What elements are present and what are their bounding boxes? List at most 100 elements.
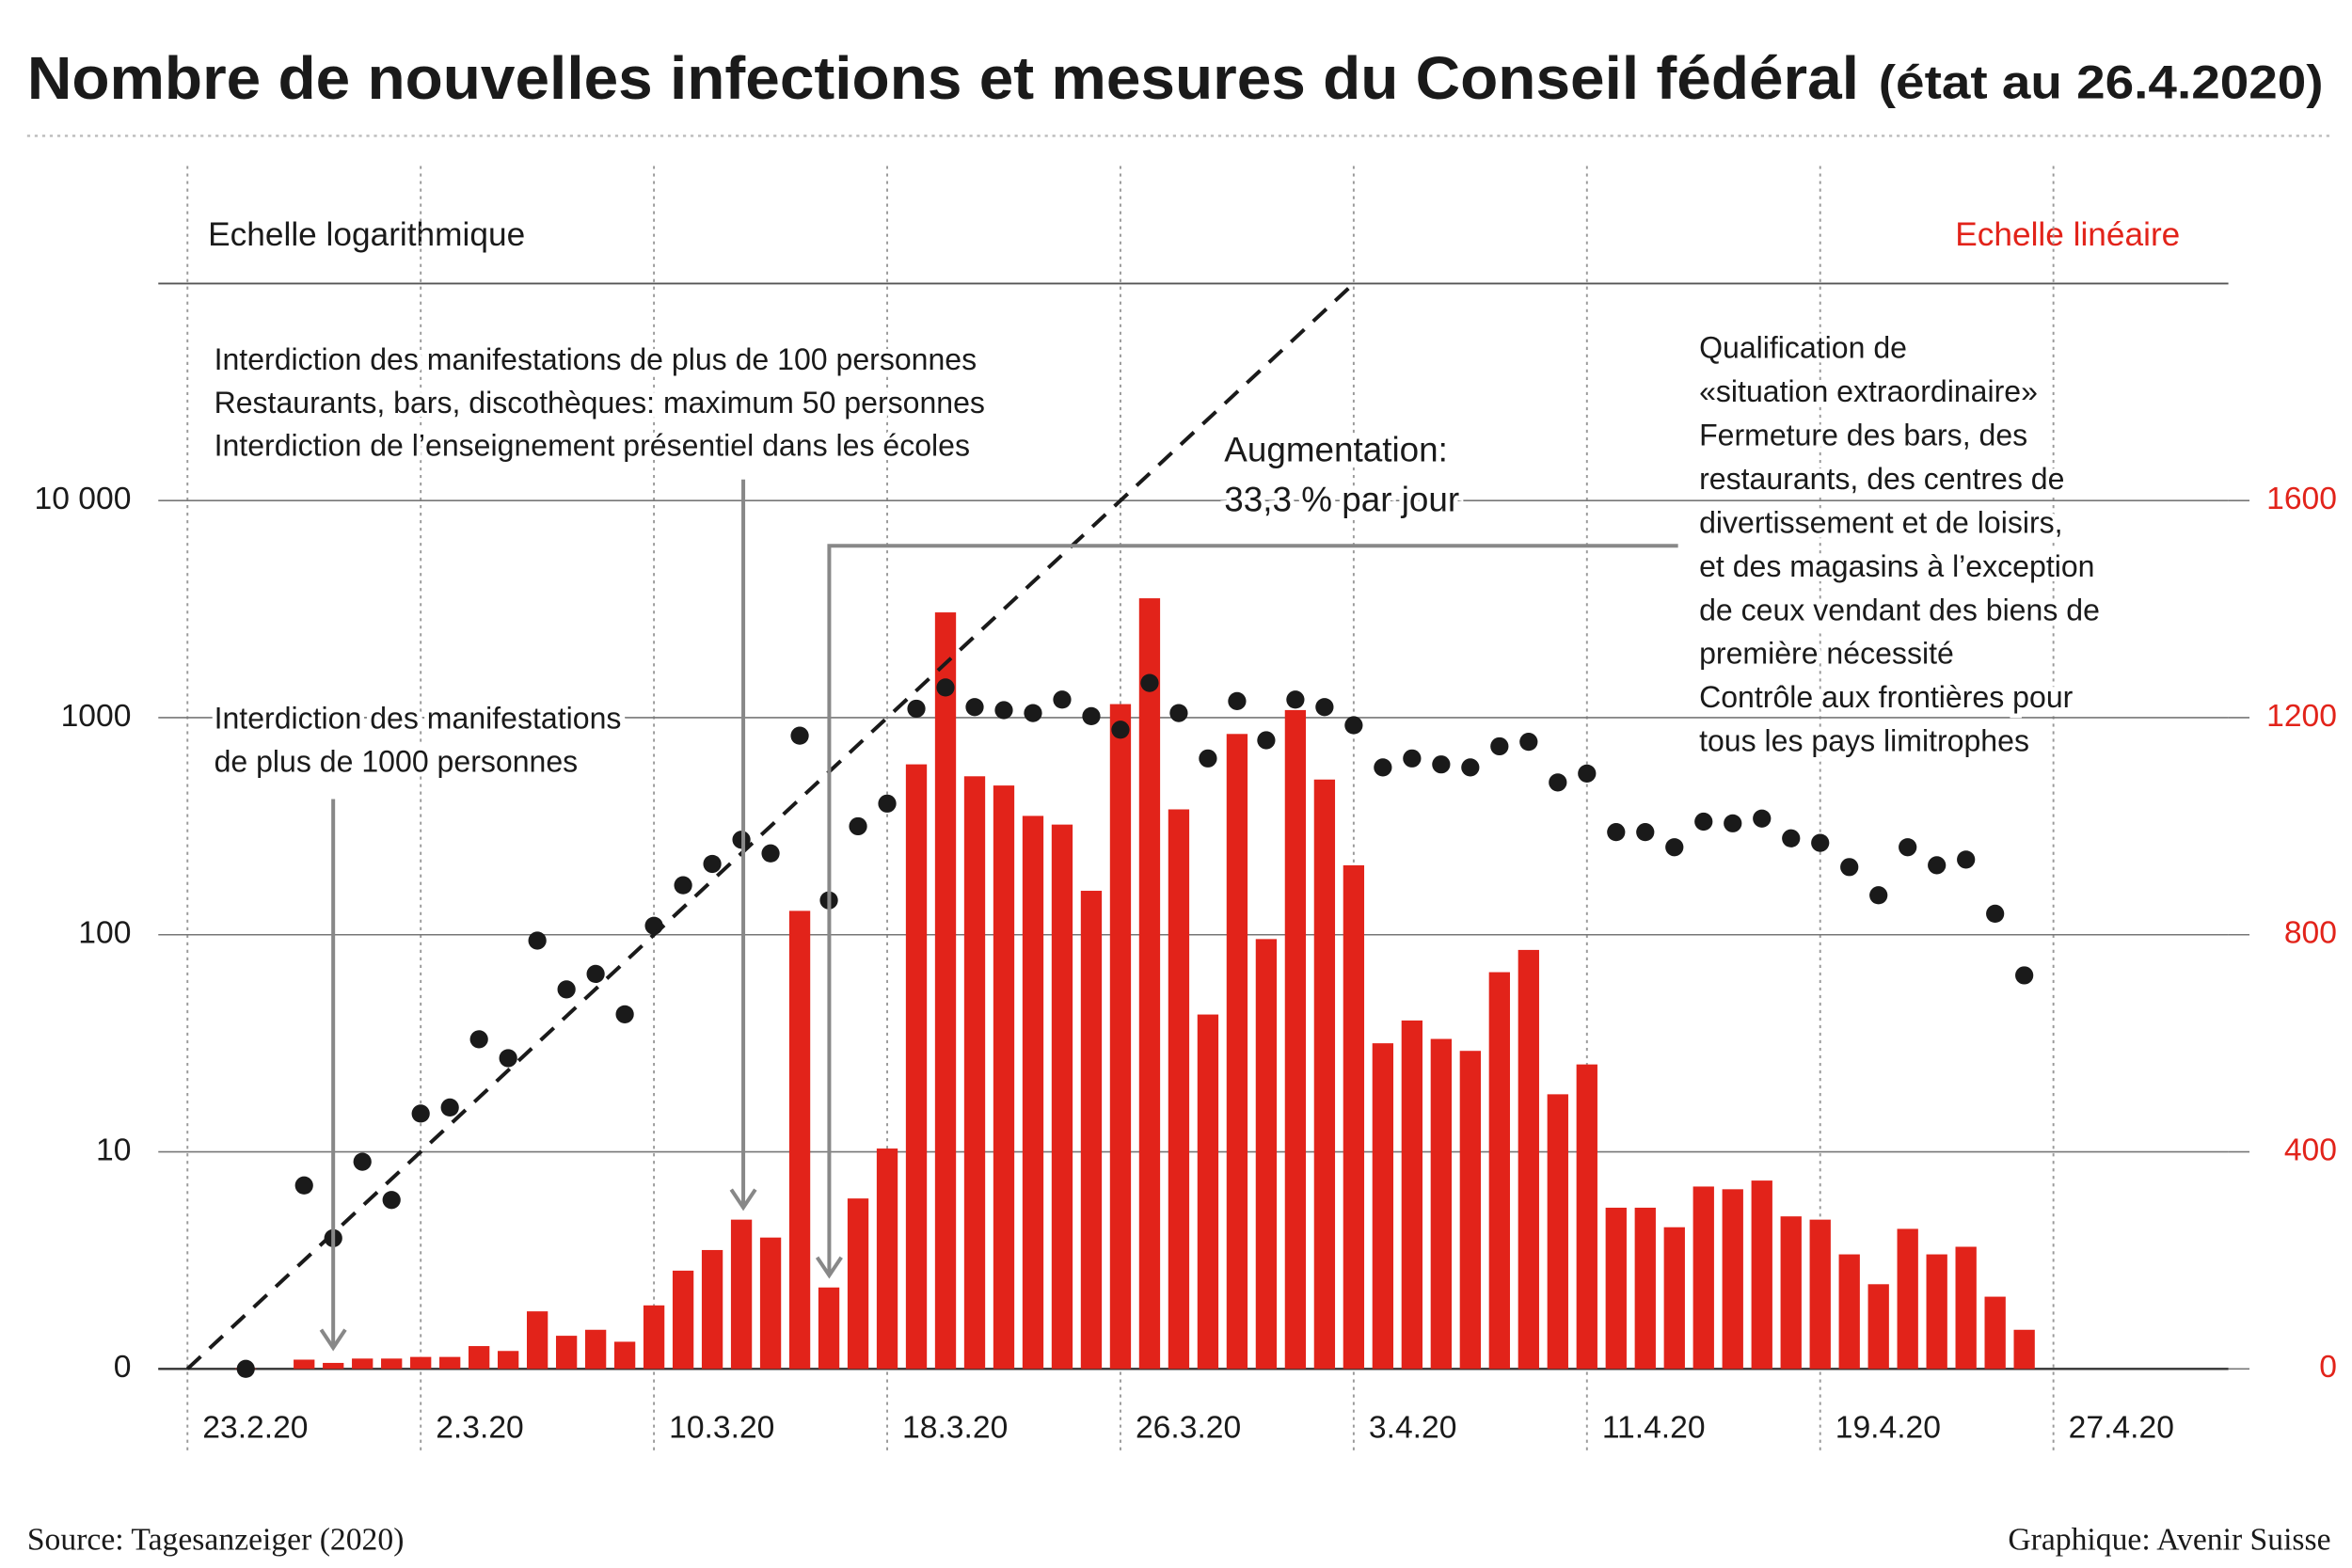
dot xyxy=(528,931,547,950)
dot xyxy=(1374,758,1392,777)
bar xyxy=(1605,1207,1627,1370)
y-tick-label: 10 xyxy=(96,1132,131,1167)
y2-tick-label: 400 xyxy=(2284,1132,2337,1167)
bar xyxy=(352,1358,373,1370)
annotation-text: 33,3 % par jour xyxy=(1224,481,1459,519)
annotation-text: divertissement et de loisirs, xyxy=(1699,505,2063,539)
bar xyxy=(1255,939,1278,1370)
bar xyxy=(1197,1014,1219,1370)
bar xyxy=(1080,891,1103,1370)
dot xyxy=(1461,758,1480,777)
annotation-arrows xyxy=(319,479,1678,1352)
dot xyxy=(965,698,984,717)
dot xyxy=(1840,858,1859,877)
dot xyxy=(1432,755,1451,774)
bar xyxy=(934,612,957,1370)
annotation-text: Interdiction des manifestations xyxy=(215,702,622,736)
bar xyxy=(1051,824,1073,1370)
dot xyxy=(1490,736,1509,756)
dot xyxy=(1811,833,1830,852)
y2-tick-label: 800 xyxy=(2284,916,2337,951)
bar xyxy=(1634,1207,1656,1370)
annotation-text: «situation extraordinaire» xyxy=(1699,374,2038,408)
bar xyxy=(818,1287,840,1370)
bar xyxy=(469,1346,490,1370)
bar xyxy=(672,1270,694,1370)
bar xyxy=(1022,816,1044,1370)
bar xyxy=(584,1329,607,1370)
bar xyxy=(1722,1189,1743,1370)
annotation-text: Fermeture des bars, des xyxy=(1699,418,2027,451)
bar xyxy=(381,1358,403,1370)
bar xyxy=(1780,1216,1802,1370)
dot xyxy=(236,1359,255,1378)
bar xyxy=(1168,809,1190,1370)
x-tick-label: 11.4.20 xyxy=(1602,1410,1706,1445)
dot xyxy=(1549,773,1567,792)
arrow-head xyxy=(729,1188,757,1212)
annotation-text: première nécessité xyxy=(1699,637,1954,671)
bar xyxy=(294,1359,315,1370)
y2-tick-label: 1600 xyxy=(2266,482,2337,516)
dot xyxy=(615,1005,634,1023)
bar xyxy=(1430,1038,1453,1370)
bar xyxy=(410,1356,432,1370)
arrow-head xyxy=(319,1328,347,1352)
dot xyxy=(557,980,576,999)
bar xyxy=(1488,972,1510,1370)
dot xyxy=(353,1152,372,1171)
dot xyxy=(440,1098,459,1117)
dot xyxy=(469,1030,488,1049)
bar xyxy=(788,911,811,1370)
dot xyxy=(1782,829,1801,847)
bar xyxy=(1809,1219,1831,1370)
bar xyxy=(993,785,1015,1370)
x-tick-label: 3.4.20 xyxy=(1369,1410,1457,1445)
dot xyxy=(1986,904,2005,924)
bar xyxy=(1984,1296,2006,1370)
dot xyxy=(1607,823,1626,842)
annotation-text: Restaurants, bars, discothèques: maximum… xyxy=(215,386,985,420)
dot xyxy=(1082,706,1101,726)
x-tick-label: 19.4.20 xyxy=(1836,1410,1941,1445)
bar xyxy=(730,1219,753,1370)
bar xyxy=(1343,864,1365,1370)
dot xyxy=(703,854,722,874)
dot xyxy=(1957,850,1976,869)
credit: Graphique: Avenir Suisse xyxy=(2008,1522,2330,1557)
bar xyxy=(876,1148,898,1370)
dot xyxy=(1403,749,1422,768)
trend-line xyxy=(185,281,1356,1370)
annotation-text: tous les pays limitrophes xyxy=(1699,724,2029,758)
dot xyxy=(1519,733,1538,752)
bar xyxy=(1518,949,1539,1370)
y-tick-label: 0 xyxy=(114,1350,132,1385)
bar xyxy=(701,1249,723,1370)
bar xyxy=(1838,1254,1860,1370)
dot xyxy=(849,816,867,836)
bar xyxy=(905,764,928,1370)
bar xyxy=(1372,1043,1394,1370)
dot xyxy=(2015,966,2034,985)
bar xyxy=(1284,709,1307,1370)
y-tick-label: 100 xyxy=(78,916,131,951)
x-tick-label: 18.3.20 xyxy=(902,1410,1008,1445)
dot xyxy=(878,794,897,813)
bar xyxy=(1692,1186,1714,1370)
y-axis-label: Echelle logarithmique xyxy=(208,216,525,253)
dot xyxy=(1286,690,1305,709)
bar xyxy=(1751,1180,1772,1370)
dot xyxy=(761,844,780,863)
bar xyxy=(847,1198,869,1370)
bar xyxy=(1313,779,1336,1370)
annotation-text: et des magasins à l’exception xyxy=(1699,549,2094,583)
dot xyxy=(1140,673,1159,692)
bar xyxy=(1663,1227,1685,1370)
bar xyxy=(497,1351,519,1370)
x-tick-label: 23.2.20 xyxy=(202,1410,308,1445)
annotation-text: de plus de 1000 personnes xyxy=(215,744,579,778)
bar xyxy=(1109,704,1132,1370)
dot xyxy=(1111,721,1130,739)
plot-area: 23.2.20 2.3.20 10.3.20 18.3.20 26.3.20 3.4.20… xyxy=(35,166,2337,1450)
